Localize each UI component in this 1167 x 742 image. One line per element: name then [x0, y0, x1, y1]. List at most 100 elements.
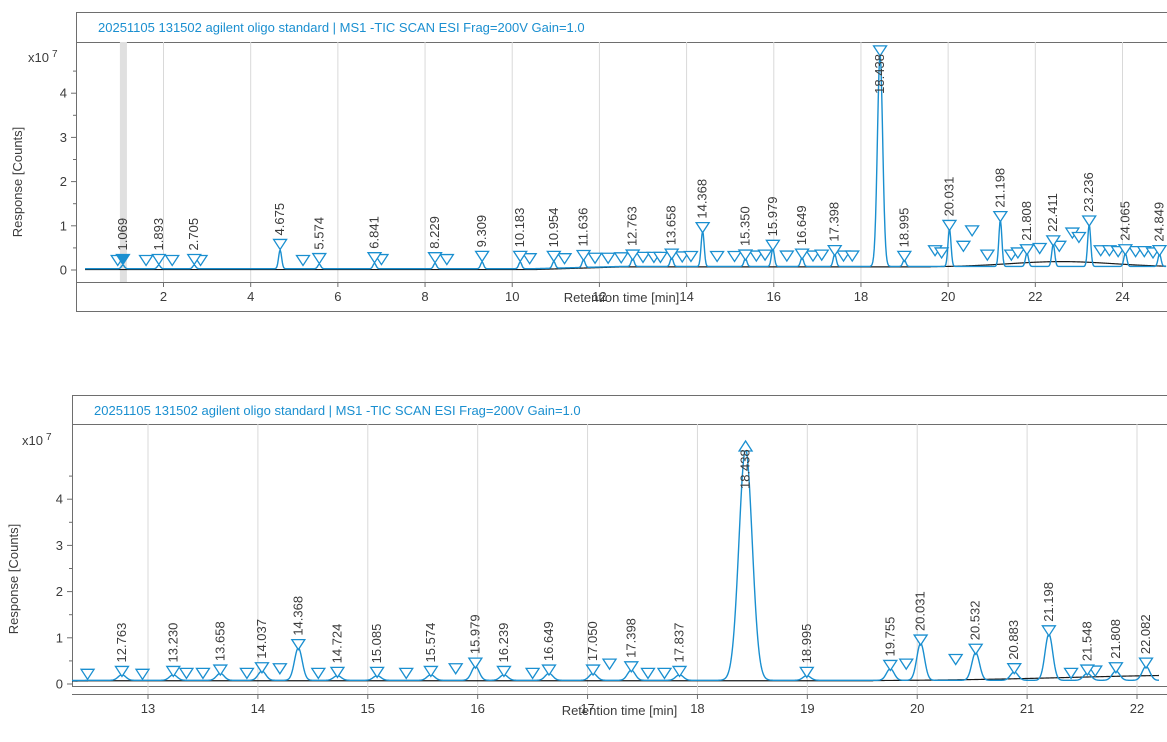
y-tick-label: 0 [56, 677, 63, 692]
peak-marker[interactable] [757, 249, 773, 262]
peak-marker[interactable] [600, 252, 616, 265]
peak-marker[interactable] [1041, 625, 1057, 637]
peak-marker[interactable] [1063, 667, 1079, 680]
peak-marker[interactable] [546, 250, 562, 263]
peak-marker[interactable] [709, 250, 725, 263]
peak-marker[interactable] [1031, 242, 1048, 255]
peak-marker[interactable] [311, 252, 327, 265]
peak-marker[interactable] [524, 667, 541, 680]
peak-marker[interactable] [239, 667, 255, 680]
peak-marker[interactable] [992, 210, 1009, 223]
peak-marker[interactable] [1079, 664, 1096, 677]
plot-frame [72, 395, 1167, 687]
peak-marker[interactable] [295, 254, 311, 267]
peak-marker[interactable] [737, 249, 754, 262]
peak-marker[interactable] [737, 439, 754, 452]
peak-marker[interactable] [178, 667, 195, 680]
peak-marker[interactable] [496, 665, 512, 678]
peak-marker[interactable] [623, 661, 639, 674]
peak-marker[interactable] [671, 665, 688, 678]
peak-marker[interactable] [195, 667, 211, 680]
peak-marker[interactable] [439, 253, 455, 266]
peak-marker[interactable] [165, 665, 181, 678]
peak-marker[interactable] [151, 253, 167, 266]
peak-marker[interactable] [947, 653, 964, 666]
peak-marker[interactable] [955, 240, 972, 253]
peak-marker[interactable] [474, 250, 490, 263]
peak-marker[interactable] [624, 249, 641, 262]
peak-marker[interactable] [423, 665, 439, 678]
peak-marker[interactable] [898, 658, 914, 671]
peak-marker[interactable] [779, 250, 795, 263]
peak-marker[interactable] [794, 248, 810, 261]
peak-marker[interactable] [310, 667, 327, 680]
peak-marker[interactable] [967, 643, 984, 656]
peak-marker[interactable] [398, 667, 414, 680]
peak-marker[interactable] [1151, 244, 1167, 257]
peak-marker[interactable] [805, 250, 821, 263]
peak-marker[interactable] [694, 221, 711, 234]
peak-marker[interactable] [114, 665, 130, 678]
peak-marker[interactable] [814, 249, 830, 262]
peak-marker[interactable] [1071, 231, 1087, 244]
peak-marker[interactable] [467, 657, 484, 670]
peak-marker[interactable] [799, 666, 815, 679]
peak-marker[interactable] [329, 666, 346, 679]
peak-marker[interactable] [1006, 663, 1022, 675]
peak-marker[interactable] [844, 250, 860, 263]
peak-marker[interactable] [1019, 244, 1035, 256]
peak-marker[interactable] [272, 663, 288, 675]
peak-marker[interactable] [369, 666, 385, 679]
peak-marker[interactable] [663, 248, 680, 261]
peak-marker[interactable] [272, 238, 288, 251]
peak-marker[interactable] [575, 249, 592, 262]
peak-marker[interactable] [1138, 657, 1154, 670]
peak-marker[interactable] [1117, 244, 1134, 256]
peak-marker[interactable] [134, 668, 151, 681]
peak-marker[interactable] [882, 659, 898, 672]
peak-marker[interactable] [748, 250, 765, 263]
peak-marker[interactable] [765, 239, 781, 252]
peak-marker[interactable] [656, 667, 673, 680]
peak-marker[interactable] [186, 253, 202, 266]
peak-marker[interactable] [447, 663, 464, 675]
peak-marker[interactable] [941, 219, 958, 232]
peak-marker[interactable] [827, 244, 843, 257]
peak-marker[interactable] [613, 252, 629, 265]
peak-marker[interactable] [587, 252, 603, 265]
peak-marker[interactable] [79, 668, 96, 681]
peak-marker[interactable] [601, 658, 618, 671]
peak-marker[interactable] [912, 634, 929, 647]
peak-marker[interactable] [1081, 215, 1097, 228]
peak-marker[interactable] [1010, 247, 1026, 260]
peak-marker[interactable] [640, 667, 656, 680]
peak-marker[interactable] [1108, 662, 1124, 674]
peak-marker[interactable] [585, 664, 601, 677]
peak-marker[interactable] [1051, 240, 1067, 253]
peak-marker[interactable] [652, 251, 669, 264]
peak-marker[interactable] [290, 639, 307, 651]
peak-marker[interactable] [115, 253, 131, 266]
peak-marker[interactable] [212, 664, 229, 677]
peak-marker[interactable] [683, 250, 699, 263]
peak-marker[interactable] [512, 250, 528, 263]
peak-marker[interactable] [726, 250, 743, 263]
peak-marker[interactable] [556, 253, 573, 265]
peak-marker[interactable] [933, 247, 950, 260]
peak-marker[interactable] [964, 225, 980, 238]
peak-marker[interactable] [254, 662, 270, 674]
peak-marker[interactable] [521, 253, 538, 265]
peak-marker[interactable] [872, 45, 888, 58]
peak-marker[interactable] [427, 252, 443, 264]
peak-marker[interactable] [979, 249, 996, 262]
peak-marker[interactable] [541, 664, 557, 677]
x-tick-label: 22 [1028, 289, 1042, 304]
peak-marker[interactable] [896, 250, 913, 263]
peak-label: 22.082 [1138, 614, 1153, 654]
peak-marker[interactable] [674, 251, 690, 264]
peak-marker[interactable] [366, 252, 383, 264]
peak-marker[interactable] [635, 251, 651, 264]
peak-marker[interactable] [138, 254, 154, 267]
peak-marker[interactable] [164, 254, 180, 267]
peak-marker[interactable] [1045, 235, 1061, 248]
